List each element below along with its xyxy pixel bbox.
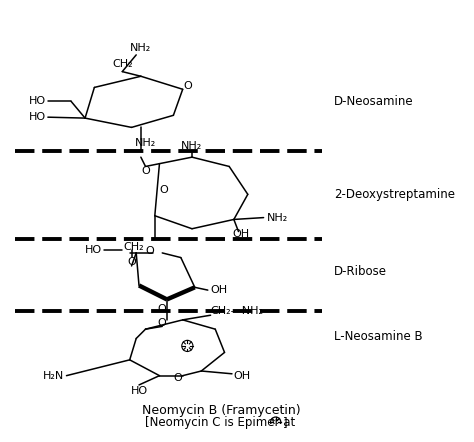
Text: CH₂: CH₂: [112, 59, 133, 69]
Text: ]: ]: [283, 415, 288, 429]
Text: NH₂: NH₂: [130, 43, 152, 53]
Text: D-Neosamine: D-Neosamine: [334, 95, 414, 108]
Text: OH: OH: [233, 229, 250, 239]
Text: [Neomycin C is Epimer at: [Neomycin C is Epimer at: [145, 415, 299, 429]
Text: HO: HO: [29, 96, 46, 107]
Text: HO: HO: [130, 386, 147, 396]
Text: H₂N: H₂N: [43, 371, 64, 381]
Text: NH₂: NH₂: [135, 138, 156, 148]
Text: L-Neosamine B: L-Neosamine B: [334, 330, 423, 343]
Text: O: O: [183, 81, 191, 91]
Text: O: O: [160, 185, 168, 194]
Text: 2-Deoxystreptamine: 2-Deoxystreptamine: [334, 188, 455, 201]
Text: O: O: [127, 257, 136, 267]
Text: NH₂: NH₂: [266, 213, 288, 223]
Text: NH₂: NH₂: [182, 141, 202, 151]
Text: Neomycin B (Framycetin): Neomycin B (Framycetin): [143, 404, 301, 416]
Text: O: O: [158, 304, 167, 314]
Text: OH: OH: [234, 371, 251, 381]
Text: O: O: [173, 373, 182, 384]
Text: HO: HO: [29, 112, 46, 122]
Text: O: O: [141, 166, 150, 176]
Text: CH₂: CH₂: [123, 242, 144, 252]
Text: O: O: [146, 246, 155, 256]
Text: O: O: [158, 318, 167, 328]
Text: D-Ribose: D-Ribose: [334, 265, 387, 278]
Text: OH: OH: [210, 285, 228, 295]
Text: CH₂—NH₂: CH₂—NH₂: [210, 305, 264, 316]
Text: HO: HO: [85, 245, 102, 255]
